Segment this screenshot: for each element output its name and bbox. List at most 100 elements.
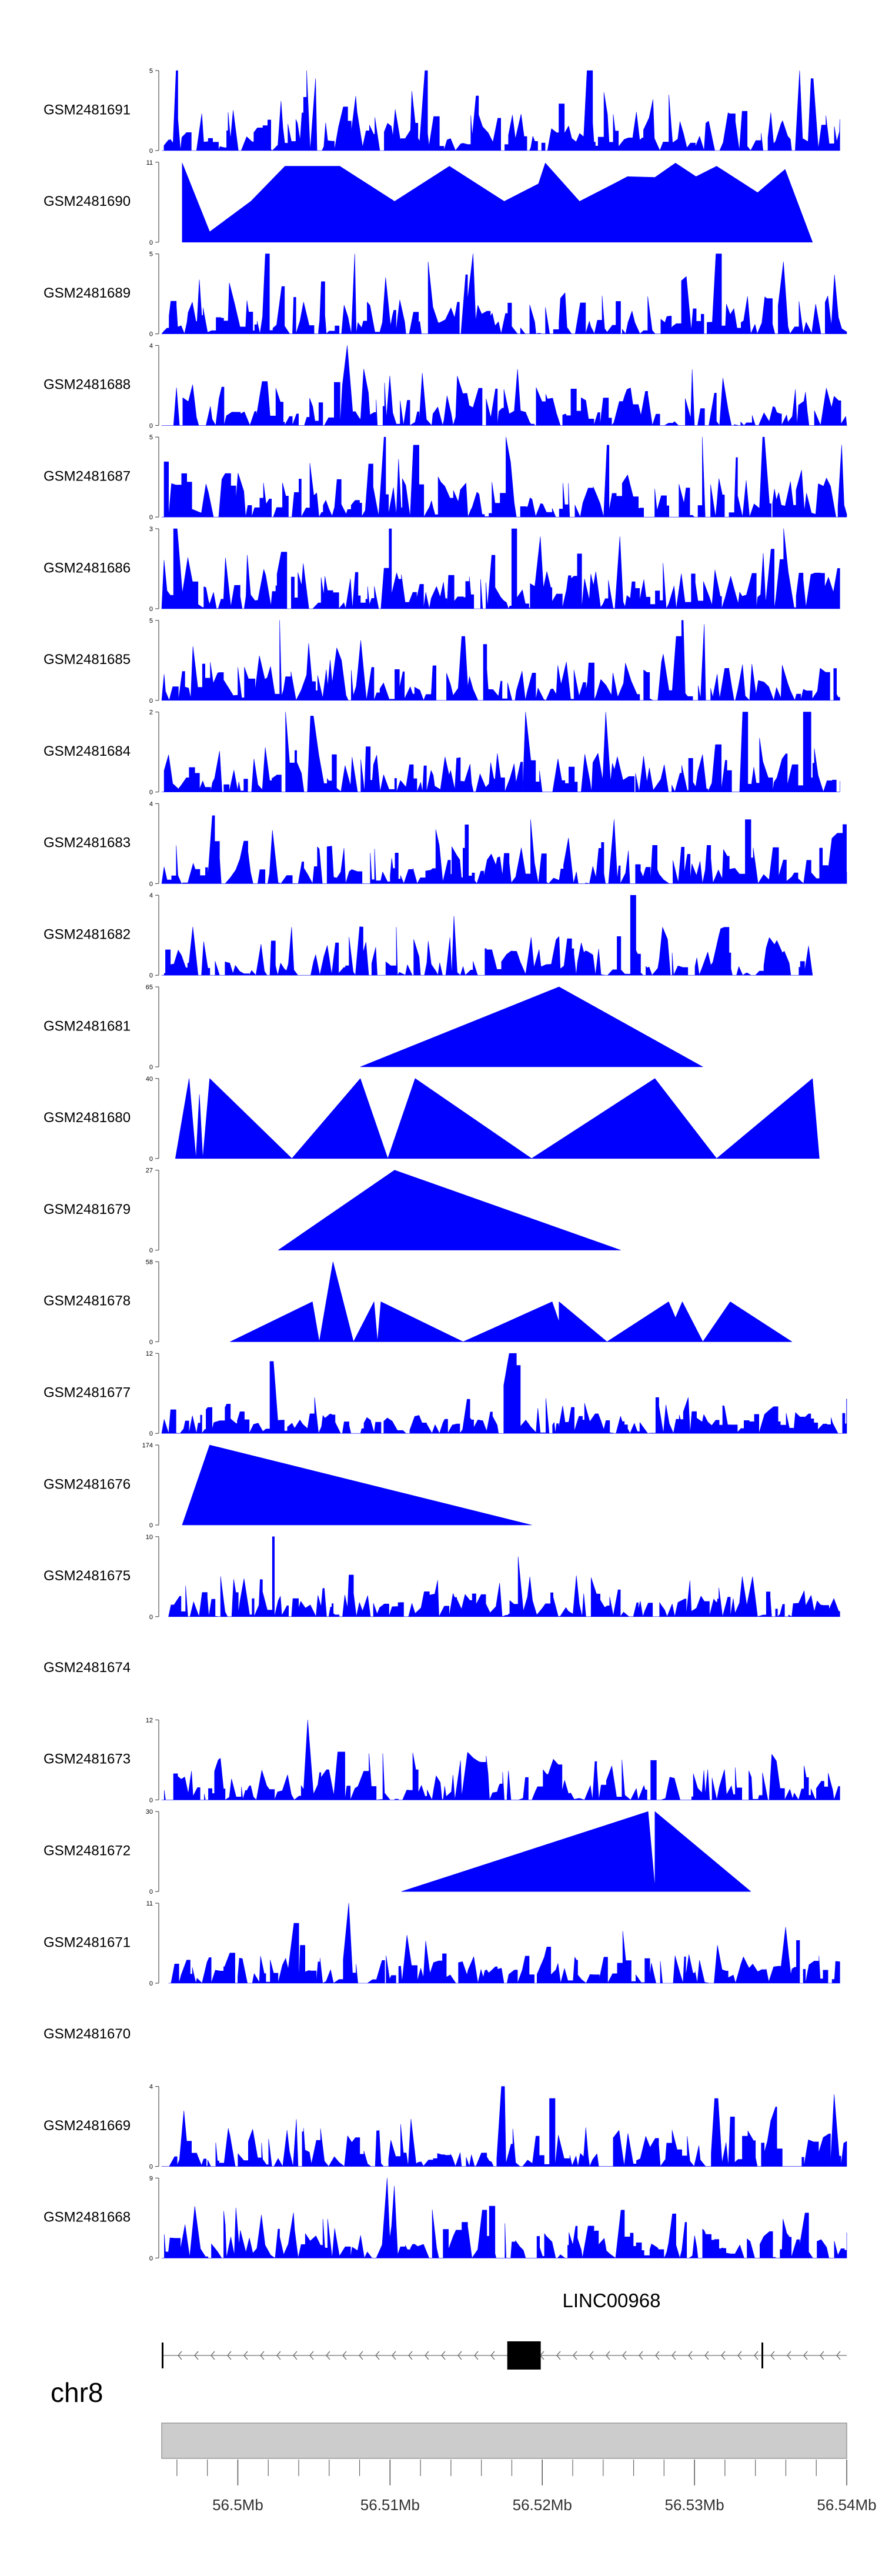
y-axis-max-label: 65	[146, 984, 153, 991]
track-label: GSM2481681	[44, 1018, 131, 1034]
y-axis-min-label: 0	[149, 1430, 153, 1437]
strand-arrow	[194, 2351, 199, 2360]
track-label: GSM2481672	[44, 1843, 131, 1859]
strand-arrow	[787, 2351, 791, 2360]
coverage-area	[175, 1078, 820, 1159]
strand-arrow	[639, 2351, 643, 2360]
strand-arrow	[688, 2351, 693, 2360]
track-label: GSM2481683	[44, 835, 131, 851]
coverage-area	[401, 1811, 751, 1892]
track-GSM2481672: GSM2481672 30 0	[44, 1808, 751, 1896]
track-label: GSM2481676	[44, 1476, 131, 1492]
track-label: GSM2481689	[44, 285, 131, 301]
y-axis-max-label: 11	[146, 1900, 153, 1907]
strand-arrow	[392, 2351, 396, 2360]
coverage-area	[161, 345, 847, 426]
coverage-area	[161, 253, 847, 334]
tick-label: 56.5Mb	[212, 2496, 263, 2514]
coverage-area	[161, 2178, 847, 2258]
y-axis-min-label: 0	[149, 1247, 153, 1254]
track-GSM2481686: GSM2481686 3 0	[44, 526, 840, 613]
y-axis-min-label: 0	[149, 1339, 153, 1346]
track-label: GSM2481670	[44, 2026, 131, 2042]
y-axis-max-label: 12	[146, 1717, 153, 1724]
track-label: GSM2481682	[44, 927, 131, 943]
y-axis-max-label: 9	[149, 2175, 153, 2182]
coverage-area	[182, 162, 813, 243]
y-axis-min-label: 0	[149, 606, 153, 613]
coverage-area	[161, 70, 840, 151]
strand-arrow	[671, 2351, 676, 2360]
y-axis-max-label: 4	[149, 2084, 153, 2091]
strand-arrow	[606, 2351, 610, 2360]
strand-arrow	[754, 2351, 759, 2360]
track-GSM2481682: GSM2481682 4 0	[44, 892, 813, 979]
strand-arrow	[457, 2351, 462, 2360]
strand-arrow	[556, 2351, 561, 2360]
track-GSM2481669: GSM2481669 4 0	[44, 2084, 847, 2171]
track-label: GSM2481675	[44, 1568, 131, 1584]
strand-arrow	[441, 2351, 446, 2360]
gene-exon	[507, 2341, 541, 2370]
y-axis-max-label: 11	[146, 159, 153, 166]
strand-arrow	[276, 2351, 281, 2360]
chromosome-axis: chr8 56.5Mb 56.51Mb 56.52Mb 56.53Mb 56.54Mb	[51, 2377, 877, 2514]
track-GSM2481685: GSM2481685 5 0	[44, 618, 840, 705]
track-label: GSM2481677	[44, 1385, 131, 1401]
coverage-area	[278, 1170, 621, 1250]
y-axis-max-label: 5	[149, 68, 153, 75]
track-label: GSM2481691	[44, 102, 131, 118]
chromosome-label: chr8	[51, 2377, 103, 2408]
y-axis-min-label: 0	[149, 1888, 153, 1896]
coverage-area	[161, 1720, 840, 1800]
data-tracks: GSM248169150GSM2481690110GSM248168950GSM…	[44, 68, 847, 2262]
track-label: GSM2481680	[44, 1110, 131, 1126]
strand-arrow	[227, 2351, 232, 2360]
y-axis-min-label: 0	[149, 1156, 153, 1163]
chromosome-ideogram	[161, 2422, 847, 2459]
coverage-area	[161, 895, 813, 976]
track-GSM2481689: GSM2481689 5 0	[44, 251, 847, 338]
strand-arrow	[836, 2351, 841, 2360]
y-axis-max-label: 2	[149, 709, 153, 716]
coverage-area	[161, 2086, 847, 2167]
tick-label: 56.54Mb	[817, 2496, 876, 2514]
track-GSM2481691: GSM2481691 5 0	[44, 68, 840, 155]
tick-label: 56.52Mb	[513, 2496, 572, 2514]
strand-arrow	[474, 2351, 479, 2360]
track-GSM2481674: GSM2481674	[44, 1660, 131, 1676]
y-axis-min-label: 0	[149, 514, 153, 521]
track-GSM2481671: GSM2481671 11 0	[44, 1900, 840, 1987]
strand-arrow	[178, 2351, 182, 2360]
track-label: GSM2481673	[44, 1751, 131, 1767]
gene-exon	[162, 2343, 163, 2368]
coverage-area	[161, 1353, 847, 1434]
track-GSM2481677: GSM2481677 12 0	[44, 1350, 847, 1437]
y-axis-min-label: 0	[149, 2164, 153, 2171]
coverage-area	[161, 528, 840, 609]
y-axis-max-label: 5	[149, 434, 153, 441]
gene-label: LINC00968	[563, 2290, 661, 2311]
y-axis-max-label: 5	[149, 251, 153, 258]
y-axis-max-label: 40	[146, 1076, 153, 1083]
y-axis-max-label: 58	[146, 1259, 153, 1266]
strand-arrow	[211, 2351, 215, 2360]
tick-label: 56.53Mb	[665, 2496, 724, 2514]
coverage-area	[168, 1903, 840, 1984]
strand-arrow	[425, 2351, 429, 2360]
y-axis-min-label: 0	[149, 1980, 153, 1987]
strand-arrow	[342, 2351, 347, 2360]
track-GSM2481690: GSM2481690 11 0	[44, 159, 813, 246]
y-axis-max-label: 12	[146, 1350, 153, 1357]
y-axis-max-label: 4	[149, 342, 153, 349]
strand-arrow	[359, 2351, 363, 2360]
y-axis-min-label: 0	[149, 239, 153, 246]
strand-arrow	[655, 2351, 660, 2360]
strand-arrow	[309, 2351, 314, 2360]
coverage-area	[230, 1262, 793, 1342]
y-axis-max-label: 5	[149, 618, 153, 625]
y-axis-min-label: 0	[149, 422, 153, 429]
y-axis-max-label: 10	[146, 1534, 153, 1541]
y-axis-min-label: 0	[149, 1797, 153, 1804]
track-GSM2481676: GSM2481676 174 0	[44, 1442, 532, 1529]
